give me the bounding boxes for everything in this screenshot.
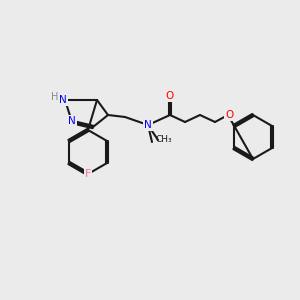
Text: O: O <box>166 91 174 101</box>
Text: CH₃: CH₃ <box>155 136 172 145</box>
Text: H: H <box>51 92 59 102</box>
Text: N: N <box>144 120 152 130</box>
Text: F: F <box>85 169 91 179</box>
Text: N: N <box>59 95 67 105</box>
Text: N: N <box>68 116 76 126</box>
Text: O: O <box>225 110 233 120</box>
